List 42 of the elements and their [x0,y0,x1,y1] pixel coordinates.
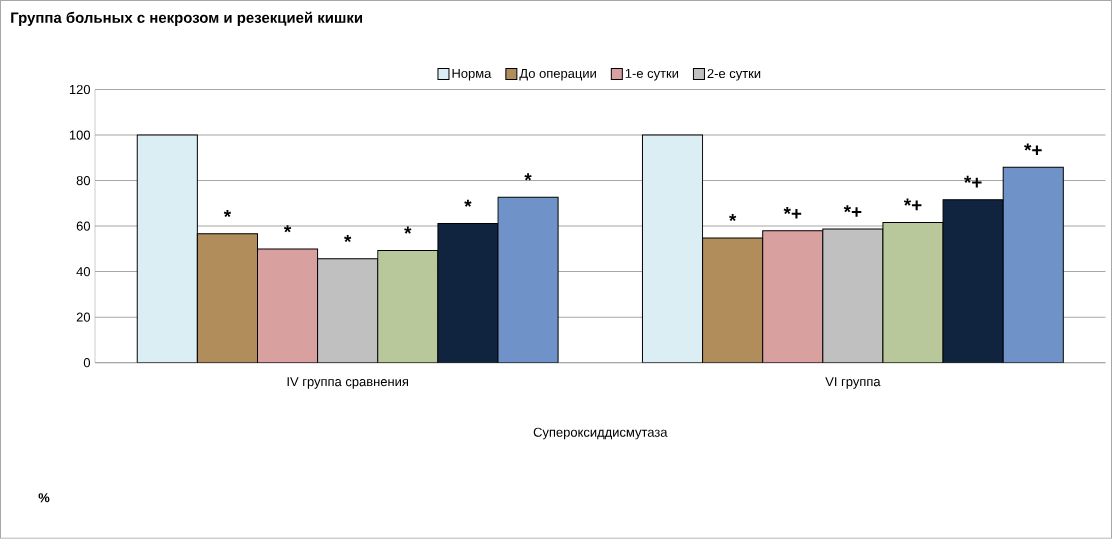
bar [317,258,379,363]
data-label: * [464,199,472,207]
y-tick-label: 0 [83,358,91,368]
bar [497,196,559,363]
data-label: *+ [903,198,922,211]
data-label: * [729,214,737,222]
y-tick-label: 120 [69,85,91,95]
bar [136,134,198,363]
bar [641,134,704,363]
y-tick-label: 40 [76,267,91,277]
bar [1002,166,1064,363]
y-tick-label: 100 [69,130,91,140]
x-axis-title: Супероксиддисмутаза [533,427,668,440]
y-tick-label: 20 [76,312,91,322]
data-label: * [283,225,292,233]
bar [882,222,944,363]
x-tick-label: VI группа [825,377,881,389]
data-label: *+ [1024,143,1042,156]
data-label: * [223,210,232,218]
data-label: *+ [963,175,982,188]
data-label: * [404,226,412,234]
bar [196,233,258,363]
bar [762,230,824,363]
legend-label: 2-е сутки [707,69,761,81]
data-label: * [344,235,352,243]
data-label: * [524,173,532,181]
legend-label: 1-е сутки [625,69,679,81]
chart-title: Группа больных с некрозом и резекцией кишки [11,11,363,27]
bar [256,248,319,363]
text: % [38,493,50,503]
bar [437,223,499,363]
bar [822,228,884,363]
legend-label: До операции [519,69,596,81]
bar [942,199,1004,363]
y-tick-label: 80 [76,176,91,186]
legend-label: Норма [452,69,492,81]
data-label: *+ [783,207,802,219]
x-tick-label: IV группа сравнения [287,377,408,389]
data-label: *+ [843,205,862,217]
y-tick-label: 60 [76,221,91,231]
bar [702,237,764,363]
bar [377,250,439,363]
